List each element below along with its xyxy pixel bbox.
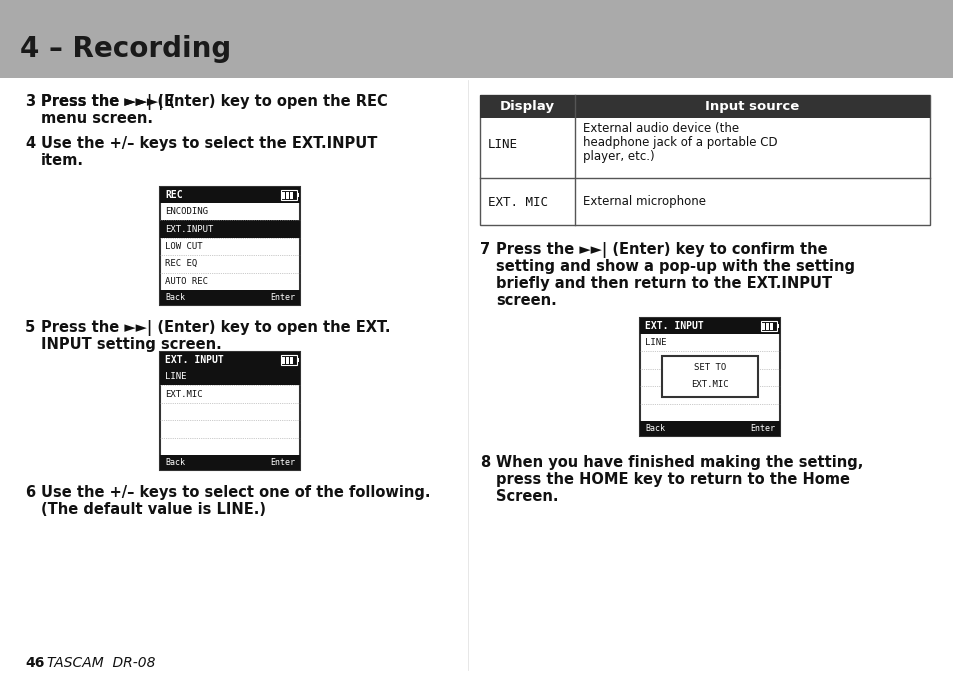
Text: 46: 46 [25, 656, 45, 670]
Text: SET TO: SET TO [693, 363, 725, 372]
Text: item.: item. [41, 153, 84, 168]
Text: Enter: Enter [270, 458, 294, 467]
Bar [160, 187, 299, 203]
Text: 3: 3 [25, 94, 35, 109]
Text: Back: Back [165, 293, 185, 302]
Text: 8: 8 [479, 455, 490, 470]
Text: External audio device (the: External audio device (the [582, 122, 739, 135]
Bar [282, 357, 285, 364]
Bar [286, 357, 289, 364]
Text: EXT.MIC: EXT.MIC [165, 390, 202, 399]
Bar [160, 352, 299, 368]
Bar [160, 290, 299, 305]
Text: EXT. MIC: EXT. MIC [488, 196, 547, 209]
Bar [639, 318, 780, 436]
Text: EXT. INPUT: EXT. INPUT [644, 321, 703, 331]
Text: Display: Display [499, 100, 555, 113]
Text: TASCAM  DR-08: TASCAM DR-08 [47, 656, 155, 670]
Text: Enter: Enter [270, 293, 294, 302]
Text: Press the ►►| (Enter) key to open the REC: Press the ►►| (Enter) key to open the RE… [41, 94, 387, 110]
Bar [765, 322, 768, 329]
Bar [479, 95, 929, 118]
Text: Press the ►►| (Enter) key to confirm the: Press the ►►| (Enter) key to confirm the [496, 242, 827, 258]
Text: REC EQ: REC EQ [165, 259, 197, 268]
Text: 5: 5 [25, 320, 35, 335]
Bar [281, 355, 296, 365]
Bar [761, 322, 764, 329]
Bar [0, 0, 953, 78]
Text: LINE: LINE [488, 138, 517, 151]
Bar [290, 357, 293, 364]
Text: menu screen.: menu screen. [41, 111, 152, 126]
Bar [282, 191, 285, 198]
Text: Input source: Input source [704, 100, 799, 113]
Text: setting and show a pop-up with the setting: setting and show a pop-up with the setti… [496, 259, 854, 274]
Text: (The default value is LINE.): (The default value is LINE.) [41, 502, 266, 517]
Bar [639, 421, 780, 436]
Bar [160, 187, 299, 305]
Text: LOW CUT: LOW CUT [165, 242, 202, 251]
Text: LINE: LINE [165, 372, 186, 381]
Text: screen.: screen. [496, 293, 557, 308]
Text: Press the ►►| (Enter) key to open the EXT.: Press the ►►| (Enter) key to open the EX… [41, 320, 390, 336]
Text: 6: 6 [25, 485, 35, 500]
Bar [639, 318, 780, 334]
Text: Enter: Enter [749, 424, 774, 433]
Text: briefly and then return to the EXT.INPUT: briefly and then return to the EXT.INPUT [496, 276, 831, 291]
Text: AUTO REC: AUTO REC [165, 276, 208, 286]
Bar [760, 321, 776, 331]
Bar [160, 455, 299, 470]
Text: Back: Back [644, 424, 664, 433]
Bar [776, 324, 779, 328]
Bar [479, 95, 929, 225]
Bar [281, 190, 296, 200]
Text: EXT.INPUT: EXT.INPUT [165, 224, 213, 234]
Bar [160, 352, 299, 470]
Bar [296, 358, 298, 362]
Bar [160, 220, 299, 238]
Text: Back: Back [165, 458, 185, 467]
Text: External microphone: External microphone [582, 196, 705, 209]
Bar [160, 368, 299, 386]
Text: 7: 7 [479, 242, 490, 257]
Text: press the HOME key to return to the Home: press the HOME key to return to the Home [496, 472, 849, 487]
Text: Screen.: Screen. [496, 489, 558, 504]
Text: headphone jack of a portable CD: headphone jack of a portable CD [582, 136, 777, 149]
Text: Use the +/– keys to select the EXT.INPUT: Use the +/– keys to select the EXT.INPUT [41, 136, 377, 151]
Text: LINE: LINE [644, 338, 666, 347]
Text: EXT.MIC: EXT.MIC [691, 380, 728, 389]
Text: Press the ►►►| (: Press the ►►►| ( [41, 94, 175, 110]
Bar [661, 356, 757, 397]
Text: EXT. INPUT: EXT. INPUT [165, 355, 224, 365]
Text: ENCODING: ENCODING [165, 207, 208, 216]
Text: REC: REC [165, 190, 182, 200]
Text: 4: 4 [25, 136, 35, 151]
Bar [296, 193, 298, 197]
Bar [769, 322, 772, 329]
Text: 4 – Recording: 4 – Recording [20, 35, 231, 63]
Bar [290, 191, 293, 198]
Text: player, etc.): player, etc.) [582, 150, 654, 163]
Bar [286, 191, 289, 198]
Text: When you have finished making the setting,: When you have finished making the settin… [496, 455, 862, 470]
Text: INPUT setting screen.: INPUT setting screen. [41, 337, 221, 352]
Text: Use the +/– keys to select one of the following.: Use the +/– keys to select one of the fo… [41, 485, 430, 500]
